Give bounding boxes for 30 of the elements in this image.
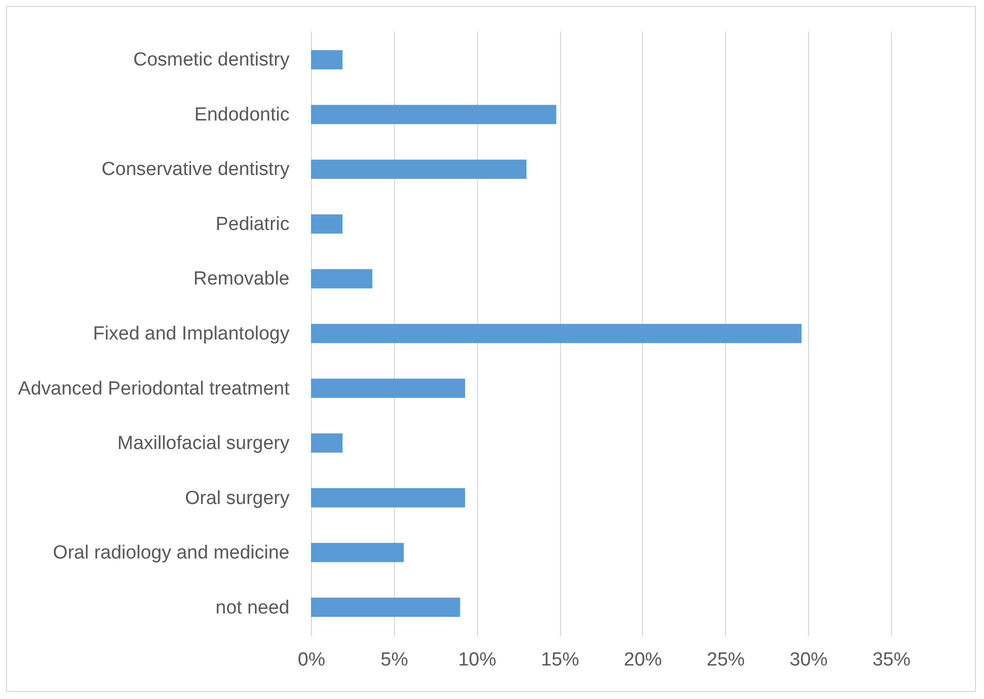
- bar: [311, 214, 342, 234]
- y-tick-label: Conservative dentistry: [102, 159, 290, 180]
- x-tick-label: 5%: [380, 650, 408, 670]
- x-tick-label: 20%: [624, 650, 662, 670]
- y-tick-label: not need: [216, 597, 290, 618]
- y-tick-label: Pediatric: [216, 214, 290, 235]
- y-tick-label: Oral radiology and medicine: [52, 542, 290, 564]
- y-tick-label: Fixed and Implantology: [93, 324, 290, 344]
- x-tick-label: 10%: [458, 650, 496, 670]
- x-tick-label: 0%: [298, 650, 326, 670]
- bar: [311, 160, 526, 179]
- y-tick-label: Endodontic: [194, 104, 290, 126]
- bar: [311, 269, 372, 288]
- bar: [311, 488, 466, 508]
- x-tick-label: 30%: [790, 650, 828, 670]
- x-tick-label: 15%: [541, 650, 580, 670]
- x-tick-label: 35%: [872, 650, 911, 670]
- bar: [311, 542, 404, 562]
- bar: [311, 104, 556, 124]
- bar: [311, 324, 802, 344]
- y-tick-label: Removable: [193, 268, 290, 290]
- bar: [311, 598, 460, 617]
- bar: [311, 378, 466, 398]
- x-tick-label: 25%: [706, 650, 745, 670]
- bar: [311, 433, 342, 453]
- y-tick-label: Oral surgery: [184, 488, 290, 509]
- y-tick-label: Maxillofacial surgery: [117, 433, 290, 454]
- y-tick-label: Advanced Periodontal treatment: [18, 378, 290, 400]
- bar: [311, 50, 342, 70]
- y-tick-label: Cosmetic dentistry: [133, 50, 290, 71]
